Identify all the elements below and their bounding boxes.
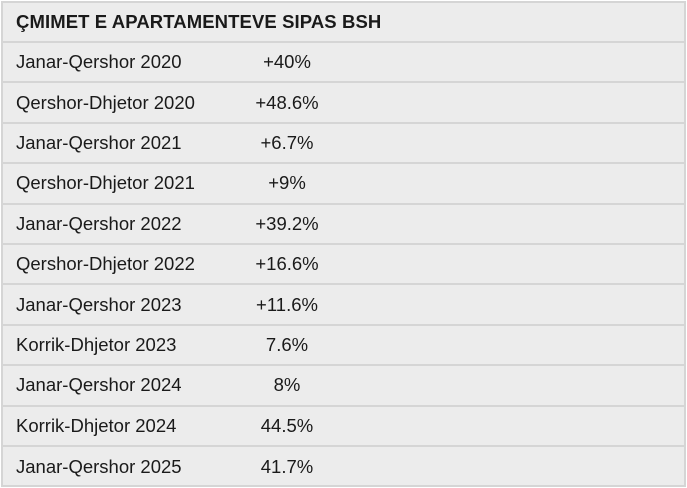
change-cell: 8%	[273, 374, 301, 396]
table-row: Korrik-Dhjetor 2024 44.5%	[3, 407, 684, 447]
period-cell: Janar-Qershor 2022	[16, 212, 182, 234]
change-cell: 44.5%	[260, 414, 314, 436]
change-cell: 7.6%	[265, 333, 309, 355]
period-cell: Korrik-Dhjetor 2023	[16, 333, 177, 355]
change-cell: +48.6%	[255, 91, 319, 113]
table-row: Qershor-Dhjetor 2020 +48.6%	[3, 83, 684, 124]
period-cell: Qershor-Dhjetor 2022	[16, 253, 195, 275]
change-cell: +6.7%	[260, 131, 314, 153]
table-row: Korrik-Dhjetor 2023 7.6%	[3, 326, 684, 367]
period-cell: Qershor-Dhjetor 2021	[16, 172, 195, 194]
table-row: Janar-Qershor 2021 +6.7%	[3, 124, 684, 165]
table-row: Qershor-Dhjetor 2022 +16.6%	[3, 245, 684, 286]
table-row: Janar-Qershor 2025 41.7%	[3, 447, 684, 487]
period-cell: Janar-Qershor 2020	[16, 51, 182, 73]
table-row: Janar-Qershor 2024 8%	[3, 366, 684, 407]
period-cell: Janar-Qershor 2024	[16, 374, 182, 396]
table-title: ÇMIMET E APARTAMENTEVE SIPAS BSH	[3, 3, 684, 43]
period-cell: Korrik-Dhjetor 2024	[16, 414, 177, 436]
period-cell: Janar-Qershor 2025	[16, 456, 182, 478]
change-cell: +40%	[263, 51, 311, 73]
table-row: Janar-Qershor 2022 +39.2%	[3, 205, 684, 245]
change-cell: +39.2%	[255, 212, 319, 234]
change-cell: +11.6%	[256, 293, 318, 315]
change-cell: +9%	[268, 172, 306, 194]
period-cell: Janar-Qershor 2023	[16, 293, 182, 315]
table-row: Janar-Qershor 2020 +40%	[3, 43, 684, 84]
change-cell: +16.6%	[255, 253, 319, 275]
change-cell: 41.7%	[260, 456, 314, 478]
period-cell: Qershor-Dhjetor 2020	[16, 91, 195, 113]
table-row: Janar-Qershor 2023 +11.6%	[3, 285, 684, 326]
table-row: Qershor-Dhjetor 2021 +9%	[3, 164, 684, 205]
period-cell: Janar-Qershor 2021	[16, 131, 182, 153]
